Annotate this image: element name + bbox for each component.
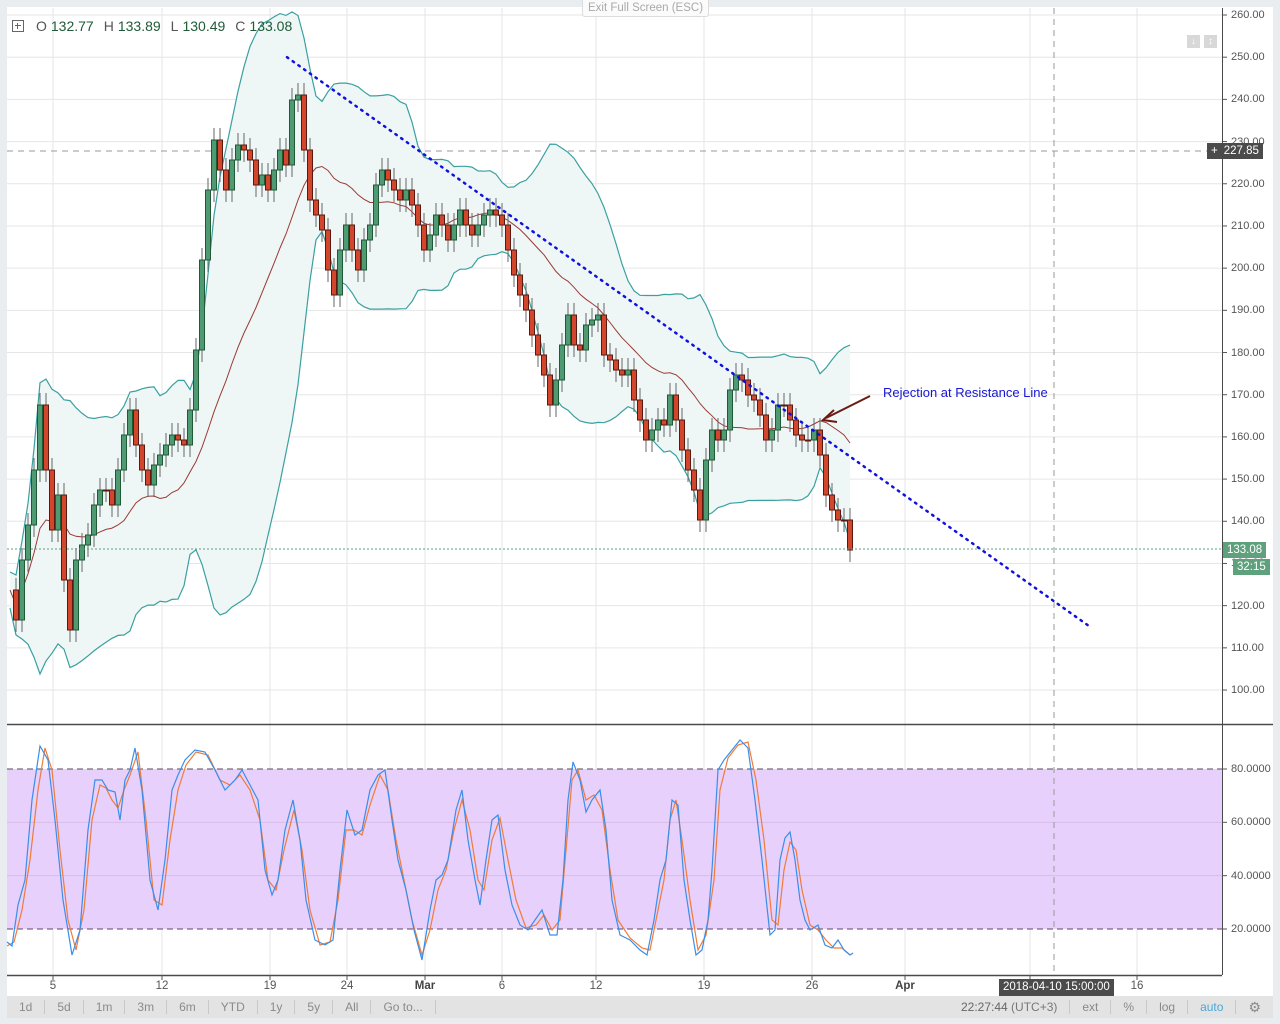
time-label: 19 [263,980,277,992]
time-label: 16 [1130,980,1144,992]
price-label: 120.00 [1231,599,1265,612]
time-label: 6 [498,980,506,992]
oscillator-label: 20.0000 [1231,923,1271,935]
range-1d-button[interactable]: 1d [7,1000,46,1014]
time-label: 26 [805,980,819,992]
range-3m-button[interactable]: 3m [125,1000,168,1014]
price-label: 140.00 [1231,515,1265,528]
range-5d-button[interactable]: 5d [45,1000,84,1014]
price-label: 260.00 [1231,9,1265,21]
price-label: 210.00 [1231,219,1265,232]
close-value: 133.08 [249,18,293,34]
open-value: 132.77 [50,18,94,34]
price-label: 160.00 [1231,430,1265,443]
scale-buttons: ↓ ↕ [1187,35,1217,48]
low-label: L [170,18,179,34]
crosshair-price-tag: +227.85 [1207,143,1263,159]
arrow-down-icon[interactable]: ↓ [1187,35,1200,48]
percent-toggle[interactable]: % [1111,1000,1148,1014]
ext-toggle[interactable]: ext [1070,1000,1112,1014]
range-1m-button[interactable]: 1m [84,1000,126,1014]
high-label: H [103,18,114,34]
time-label: Mar [414,980,436,992]
range-ytd-button[interactable]: YTD [209,1000,258,1014]
open-label: O [36,18,47,34]
last-price-tag: 133.08 [1223,542,1267,558]
price-label: 250.00 [1231,51,1265,64]
goto-button[interactable]: Go to... [371,1000,436,1014]
plus-icon[interactable]: + [1211,145,1218,157]
range-1y-button[interactable]: 1y [258,1000,296,1014]
range-6m-button[interactable]: 6m [167,1000,209,1014]
crosshair-time-tag: 2018-04-10 15:00:00 [999,979,1114,996]
high-value: 133.89 [117,18,161,34]
price-label: 150.00 [1231,473,1265,486]
close-label: C [235,18,246,34]
range-5y-button[interactable]: 5y [295,1000,334,1014]
expand-legend-icon[interactable] [12,20,24,32]
ohlc-legend: O 132.77 H 133.89 L 130.49 C 133.08 [12,18,292,34]
gear-icon[interactable]: ⚙ [1248,999,1261,1015]
clock: 22:27:44 (UTC+3) [949,1000,1071,1014]
price-label: 180.00 [1231,346,1265,359]
low-value: 130.49 [182,18,226,34]
time-label: 12 [589,980,603,992]
exit-fullscreen-button[interactable]: Exit Full Screen (ESC) [582,0,710,17]
log-toggle[interactable]: log [1147,1000,1189,1014]
price-label: 240.00 [1231,93,1265,106]
time-label: 5 [49,980,57,992]
price-label: 220.00 [1231,177,1265,190]
price-label: 200.00 [1231,262,1265,275]
oscillator-label: 40.0000 [1231,869,1271,882]
oscillator-label: 60.0000 [1231,816,1271,829]
arrows-up-down-icon[interactable]: ↕ [1204,35,1217,48]
time-label: Apr [895,980,915,992]
time-label: 12 [155,980,169,992]
annotation-text[interactable]: Rejection at Resistance Line [883,385,1048,400]
time-label: 19 [697,980,711,992]
countdown-tag: 32:15 [1233,559,1270,575]
price-label: 100.00 [1231,684,1265,697]
range-all-button[interactable]: All [333,1000,372,1014]
auto-toggle[interactable]: auto [1188,1000,1237,1014]
price-label: 190.00 [1231,304,1265,317]
oscillator-label: 80.0000 [1231,763,1271,775]
bottom-toolbar: 1d 5d 1m 3m 6m YTD 1y 5y All Go to... 22… [7,996,1273,1018]
time-label: 24 [340,980,354,992]
price-label: 170.00 [1231,388,1265,401]
price-label: 110.00 [1231,641,1264,654]
